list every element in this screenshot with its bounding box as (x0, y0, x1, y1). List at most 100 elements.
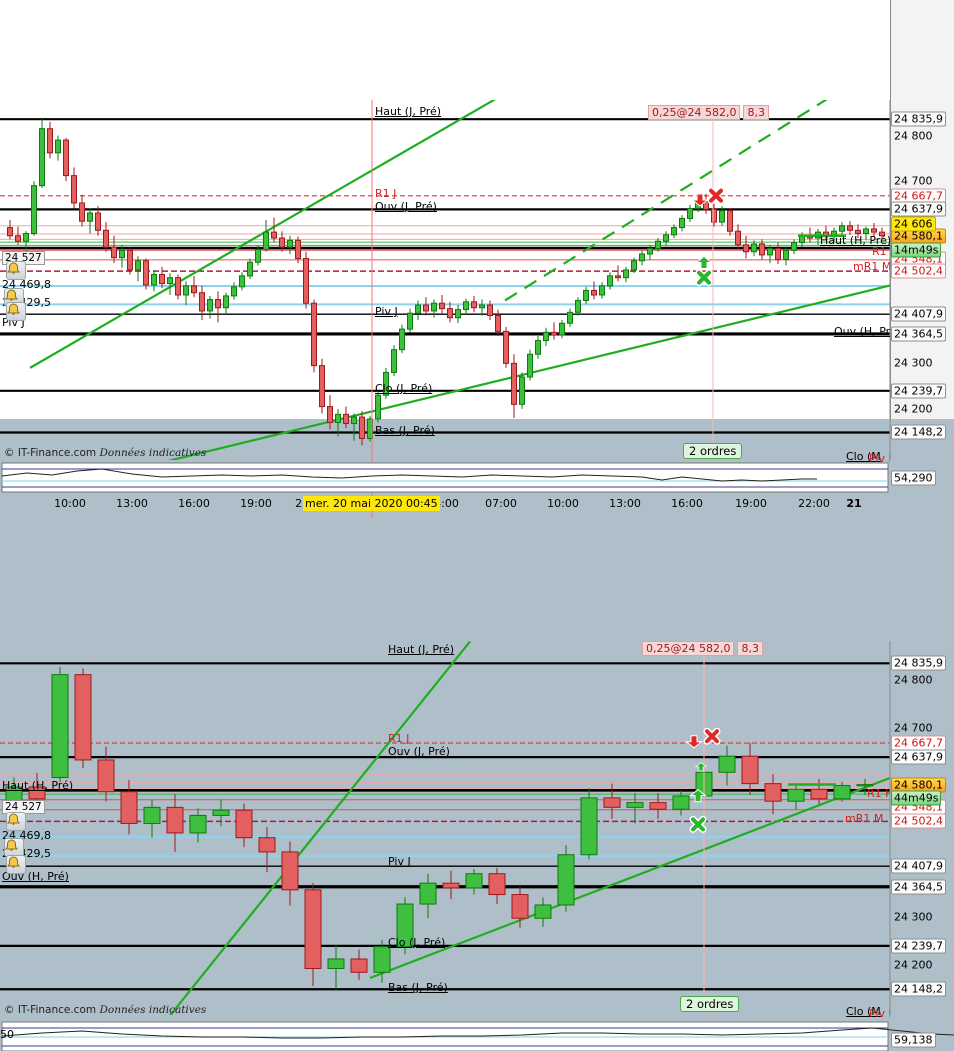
candle-body (687, 207, 693, 219)
candle-body (28, 786, 46, 800)
chart-plot-1h (0, 641, 890, 1015)
candle-body (175, 277, 181, 296)
candle-body (580, 797, 598, 856)
candle-body (415, 304, 421, 314)
candle-body (103, 229, 109, 248)
candle-body (319, 365, 325, 408)
candle-body (383, 371, 389, 396)
candle-body (343, 413, 349, 424)
candle-body (631, 260, 637, 271)
candle-body (534, 904, 552, 919)
indicator-series (1, 468, 817, 482)
trendline (169, 641, 471, 1015)
candle-body (212, 809, 230, 816)
candle-body (79, 202, 85, 222)
candle-body (419, 882, 437, 905)
candle-body (711, 208, 717, 223)
candle-body (649, 802, 667, 810)
candle-body (679, 217, 685, 229)
candle-body (551, 331, 557, 336)
candle-body (63, 139, 69, 177)
close-buy-marker (695, 269, 713, 287)
candle-body (215, 299, 221, 309)
candle-body (120, 791, 138, 824)
candle-body (5, 786, 23, 802)
candle-body (447, 308, 453, 319)
candle-body (7, 227, 13, 237)
candle-body (503, 330, 509, 364)
candle-body (375, 394, 381, 420)
candle-body (442, 882, 460, 889)
candle-body (207, 299, 213, 312)
chart-plot-15m (0, 100, 890, 460)
candle-body (856, 784, 874, 787)
candle-body (239, 275, 245, 288)
candle-body (304, 889, 322, 969)
candle-body (166, 806, 184, 834)
candle-body (23, 232, 29, 242)
candle-body (463, 301, 469, 311)
candle-body (303, 258, 309, 304)
candle-body (727, 210, 733, 232)
candle-body (183, 285, 189, 296)
candle-body (189, 814, 207, 834)
candle-body (327, 406, 333, 424)
candle-body (759, 243, 765, 256)
buy-arrow-marker (694, 762, 708, 772)
candle-body (455, 309, 461, 319)
candle-body (783, 249, 789, 260)
candle-body (191, 285, 197, 294)
candle-body (672, 795, 690, 810)
candle-body (97, 759, 115, 793)
candle-body (143, 260, 149, 286)
candle-body (151, 273, 157, 286)
candle-body (663, 234, 669, 242)
candle-body (423, 304, 429, 312)
candle-body (199, 292, 205, 312)
candle-body (396, 903, 414, 948)
candle-body (647, 248, 653, 255)
candle-body (223, 295, 229, 309)
candle-body (479, 304, 485, 309)
candle-body (471, 301, 477, 309)
close-buy-marker (689, 815, 707, 833)
candle-body (488, 873, 506, 896)
candle-body (335, 413, 341, 424)
candle-body (847, 225, 853, 231)
candle-body (764, 783, 782, 802)
buy-arrow-marker (689, 789, 707, 803)
candle-body (751, 243, 757, 253)
indicator-pane (1, 462, 889, 493)
candle-body (487, 304, 493, 316)
candle-body (258, 837, 276, 853)
candle-body (639, 253, 645, 262)
chart2-area[interactable] (0, 0, 954, 411)
candle-body (143, 806, 161, 824)
candle-body (31, 185, 37, 234)
candle-body (567, 311, 573, 324)
candle-body (327, 958, 345, 969)
candle-body (719, 210, 725, 223)
candle-body (350, 958, 368, 973)
candle-body (603, 797, 621, 808)
candle-body (767, 248, 773, 256)
candle-body (351, 416, 357, 424)
candle-body (791, 242, 797, 251)
candle-body (871, 228, 877, 233)
candle-body (95, 212, 101, 231)
candle-body (599, 285, 605, 296)
candle-body (399, 328, 405, 351)
candle-body (655, 240, 661, 250)
sell-arrow-marker (685, 735, 703, 749)
candle-body (391, 349, 397, 373)
candle-body (159, 273, 165, 285)
candle-body (55, 139, 61, 154)
candle-body (833, 785, 851, 800)
sell-arrow-marker (691, 193, 709, 207)
candle-body (263, 231, 269, 250)
candle-body (559, 322, 565, 336)
candle-body (626, 802, 644, 808)
close-sell-marker (707, 187, 725, 205)
candle-body (535, 340, 541, 355)
